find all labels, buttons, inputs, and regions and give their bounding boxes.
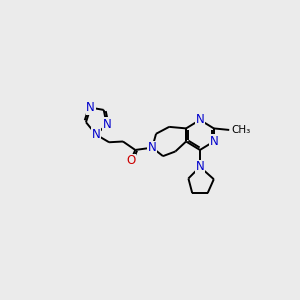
Text: N: N <box>196 160 204 173</box>
Text: O: O <box>126 154 135 167</box>
Text: N: N <box>196 113 204 126</box>
Text: N: N <box>86 101 95 114</box>
Text: N: N <box>148 141 157 154</box>
Text: N: N <box>102 118 111 131</box>
Text: CH₃: CH₃ <box>232 125 251 135</box>
Text: N: N <box>92 128 100 141</box>
Text: N: N <box>209 135 218 148</box>
